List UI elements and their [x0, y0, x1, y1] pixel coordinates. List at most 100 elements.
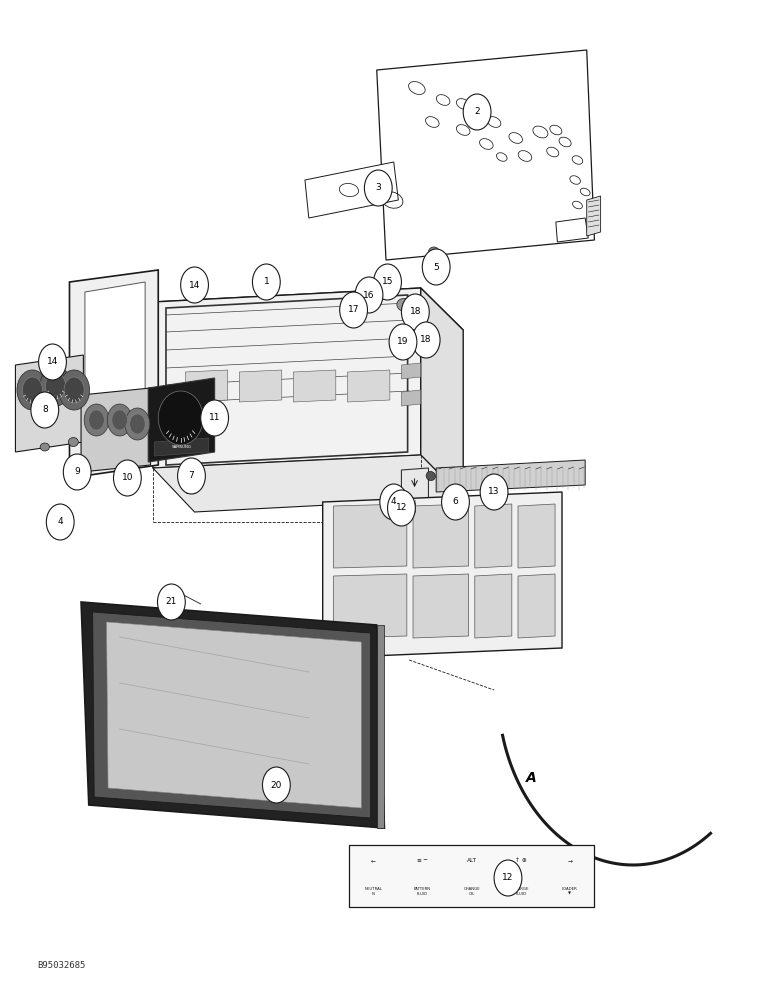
Text: A: A	[187, 484, 196, 496]
Polygon shape	[334, 504, 407, 568]
Circle shape	[59, 370, 90, 410]
Circle shape	[412, 322, 440, 358]
Text: →: →	[567, 858, 572, 863]
Polygon shape	[413, 574, 469, 638]
Circle shape	[157, 584, 185, 620]
Text: 1: 1	[263, 277, 269, 286]
Circle shape	[178, 458, 205, 494]
Polygon shape	[148, 378, 215, 462]
Ellipse shape	[158, 391, 203, 445]
Text: 14: 14	[189, 280, 200, 290]
Polygon shape	[15, 355, 83, 452]
Circle shape	[262, 767, 290, 803]
Text: 19: 19	[398, 338, 408, 347]
Text: ←: ←	[371, 858, 376, 863]
Ellipse shape	[426, 471, 435, 481]
Polygon shape	[154, 438, 208, 456]
Text: 13: 13	[489, 488, 499, 496]
Polygon shape	[293, 370, 336, 402]
Polygon shape	[587, 196, 601, 236]
Text: ↑ ⊕: ↑ ⊕	[515, 858, 527, 863]
Circle shape	[252, 264, 280, 300]
Ellipse shape	[397, 298, 412, 312]
Circle shape	[112, 410, 127, 430]
Polygon shape	[475, 504, 512, 568]
Text: 15: 15	[382, 277, 393, 286]
Text: CHANGE
OIL: CHANGE OIL	[463, 887, 480, 896]
Text: 4: 4	[57, 518, 63, 526]
Polygon shape	[401, 363, 421, 379]
Text: 11: 11	[209, 414, 220, 422]
Polygon shape	[239, 370, 282, 402]
Circle shape	[31, 392, 59, 428]
Text: 2: 2	[474, 107, 480, 116]
Polygon shape	[556, 218, 588, 242]
Ellipse shape	[389, 491, 398, 499]
Circle shape	[181, 267, 208, 303]
Polygon shape	[377, 50, 594, 260]
Polygon shape	[93, 612, 371, 818]
Polygon shape	[81, 602, 384, 828]
Text: 7: 7	[188, 472, 195, 481]
Text: LOADER
▼: LOADER ▼	[562, 887, 577, 896]
Text: 12: 12	[396, 504, 407, 512]
Circle shape	[125, 408, 150, 440]
Polygon shape	[153, 288, 463, 344]
Text: 10: 10	[122, 474, 133, 483]
Circle shape	[17, 370, 48, 410]
Polygon shape	[85, 282, 145, 465]
Text: ≡ ─: ≡ ─	[418, 858, 428, 863]
Text: 18: 18	[410, 308, 421, 316]
Text: 20: 20	[271, 780, 282, 790]
Text: 18: 18	[421, 336, 432, 344]
Text: 3: 3	[375, 184, 381, 192]
Circle shape	[376, 267, 396, 293]
Circle shape	[480, 474, 508, 510]
Ellipse shape	[40, 443, 49, 451]
Circle shape	[364, 170, 392, 206]
Text: 12: 12	[503, 874, 513, 882]
Polygon shape	[518, 504, 555, 568]
Text: A: A	[526, 771, 537, 785]
Polygon shape	[377, 625, 384, 828]
Polygon shape	[401, 468, 428, 512]
Polygon shape	[185, 370, 228, 402]
Circle shape	[22, 377, 42, 403]
Circle shape	[442, 484, 469, 520]
Polygon shape	[153, 288, 421, 468]
Text: B95032685: B95032685	[37, 961, 86, 970]
Circle shape	[40, 366, 71, 406]
Text: NEUTRAL
N: NEUTRAL N	[364, 887, 382, 896]
Polygon shape	[305, 162, 398, 218]
Ellipse shape	[428, 247, 439, 257]
Circle shape	[422, 249, 450, 285]
Circle shape	[64, 377, 84, 403]
Polygon shape	[421, 288, 463, 498]
Ellipse shape	[69, 438, 79, 446]
Circle shape	[130, 414, 145, 434]
Text: 16: 16	[364, 290, 374, 300]
Circle shape	[46, 373, 66, 399]
Circle shape	[380, 272, 392, 288]
Text: 14: 14	[47, 358, 58, 366]
Polygon shape	[436, 460, 585, 492]
Text: CHARGE
FLUID: CHARGE FLUID	[513, 887, 529, 896]
Circle shape	[46, 504, 74, 540]
Text: 8: 8	[42, 406, 48, 414]
Polygon shape	[69, 270, 158, 478]
Polygon shape	[81, 388, 151, 472]
Circle shape	[201, 400, 229, 436]
Polygon shape	[344, 298, 367, 310]
Circle shape	[340, 292, 367, 328]
Polygon shape	[394, 333, 410, 343]
FancyBboxPatch shape	[349, 845, 594, 907]
Text: 6: 6	[452, 497, 459, 506]
Circle shape	[374, 264, 401, 300]
Polygon shape	[401, 390, 421, 406]
Polygon shape	[518, 574, 555, 638]
Polygon shape	[401, 336, 421, 352]
Polygon shape	[153, 455, 463, 512]
Circle shape	[113, 460, 141, 496]
Circle shape	[494, 860, 522, 896]
Circle shape	[401, 294, 429, 330]
